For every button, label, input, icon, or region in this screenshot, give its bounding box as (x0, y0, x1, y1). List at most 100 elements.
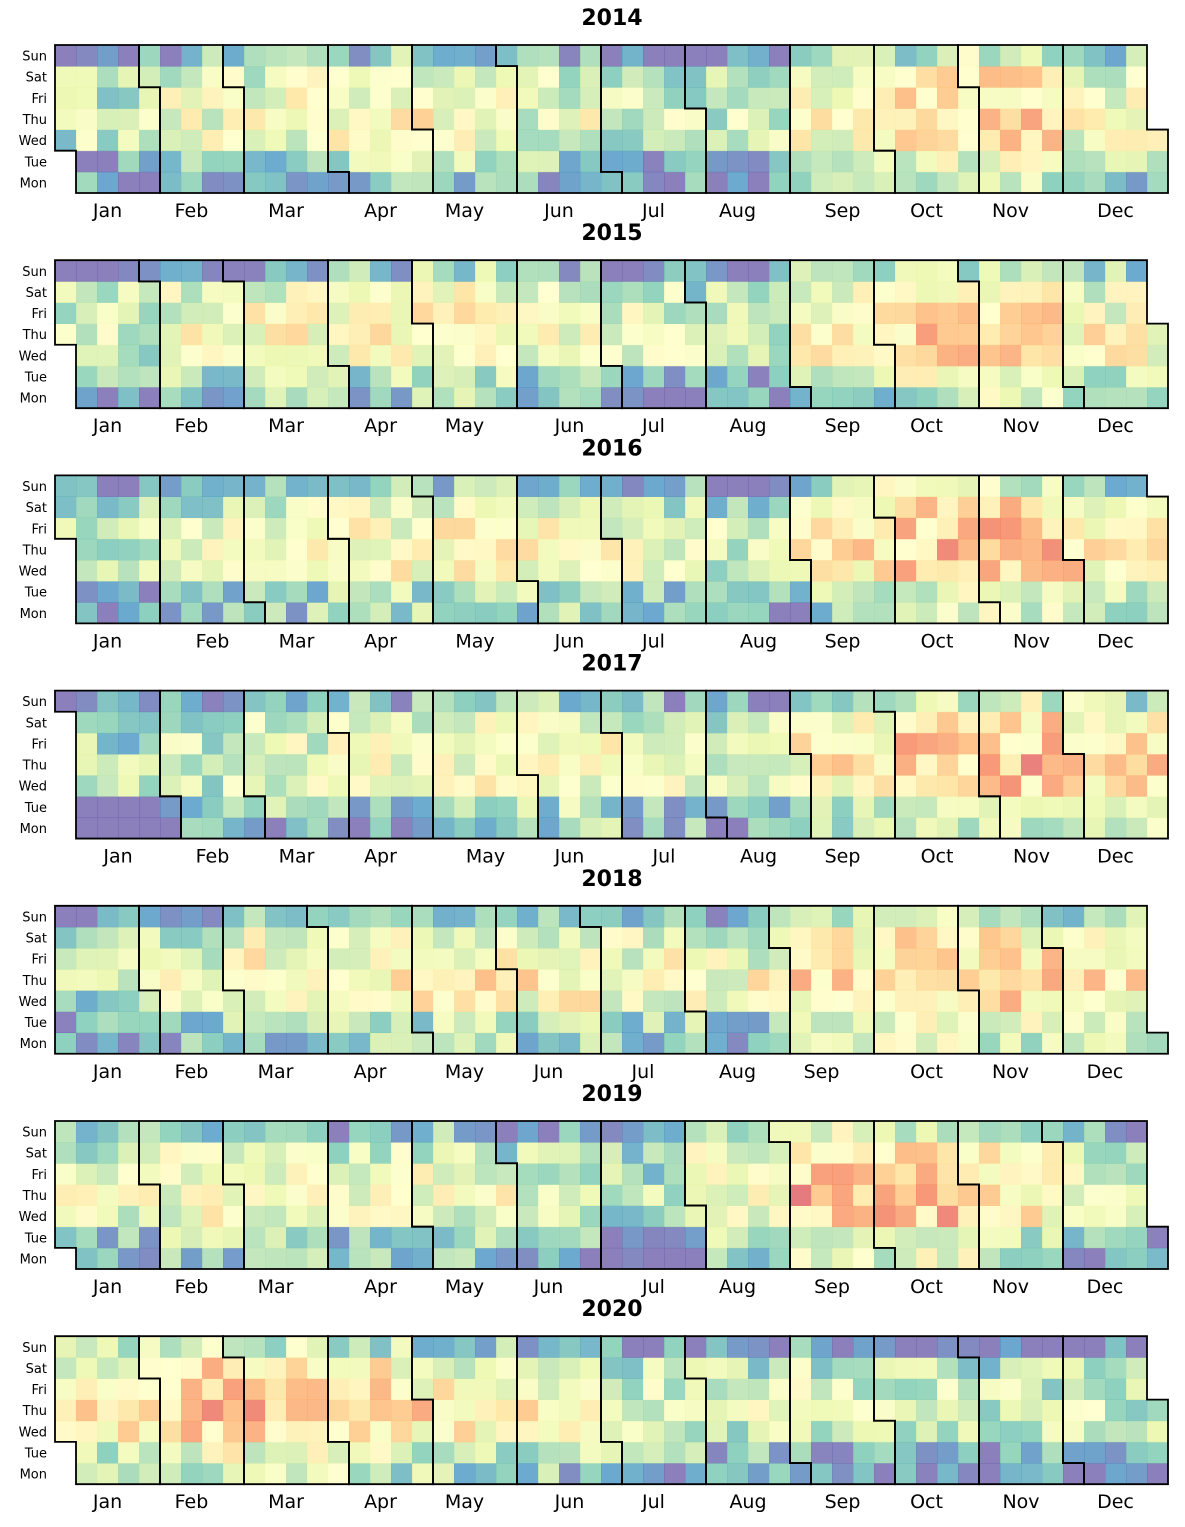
day-cell (118, 1357, 140, 1379)
day-cell (1063, 1184, 1085, 1206)
day-cell (202, 496, 224, 519)
day-cell (328, 926, 350, 949)
day-cell (958, 323, 980, 346)
day-cell (412, 171, 434, 194)
day-cell (958, 817, 980, 839)
month-label: Mar (279, 846, 315, 868)
day-cells (55, 905, 1169, 1055)
day-cell (916, 690, 938, 713)
day-cell (349, 171, 371, 194)
day-cell (601, 281, 623, 303)
day-cell (181, 1420, 203, 1443)
day-cell (538, 1184, 560, 1206)
day-cell (1105, 1142, 1127, 1164)
day-cell (160, 365, 182, 388)
day-cell (979, 690, 1001, 713)
day-cell (937, 817, 959, 839)
day-label: Tue (24, 1231, 47, 1246)
day-cell (202, 602, 224, 624)
day-cell (328, 1205, 350, 1228)
day-cell (895, 344, 917, 367)
day-label: Tue (24, 801, 47, 816)
day-cell (370, 1357, 392, 1379)
day-cell (685, 1184, 707, 1206)
day-cell (748, 1399, 770, 1422)
day-cell (1147, 754, 1169, 776)
month-label: May (445, 1491, 484, 1513)
day-cell (559, 1011, 581, 1034)
month-label: Aug (729, 1491, 766, 1513)
day-cell (1021, 302, 1043, 325)
day-cell (517, 87, 539, 109)
day-cell (643, 150, 665, 173)
day-cell (874, 1226, 896, 1249)
day-cell (97, 559, 119, 582)
day-cell (1126, 711, 1148, 734)
day-cell (874, 690, 896, 713)
day-cell (496, 1163, 518, 1185)
day-cell (706, 323, 728, 346)
day-cell (685, 1205, 707, 1228)
day-cell (55, 690, 77, 713)
day-cell (1147, 602, 1169, 624)
day-cell (181, 581, 203, 603)
day-cell (916, 581, 938, 603)
day-cell (979, 602, 1001, 624)
day-cell (664, 1378, 686, 1401)
day-cell (937, 1357, 959, 1379)
day-cell (601, 1205, 623, 1228)
day-cell (412, 775, 434, 797)
day-cell (685, 969, 707, 991)
day-cell (664, 559, 686, 582)
day-cell (1021, 948, 1043, 970)
day-cell (895, 602, 917, 624)
day-cell (307, 260, 329, 282)
day-cell (790, 129, 812, 152)
day-cell (412, 45, 434, 67)
day-cell (1105, 926, 1127, 949)
day-cell (55, 1226, 77, 1249)
day-cell (958, 1184, 980, 1206)
day-cell (349, 150, 371, 173)
day-cell (139, 365, 161, 388)
day-cell (97, 1247, 119, 1270)
month-outline (411, 259, 518, 410)
day-label: Wed (19, 1425, 47, 1440)
day-cell (895, 475, 917, 497)
day-cell (265, 732, 287, 755)
day-cell (1105, 581, 1127, 603)
day-cell (958, 517, 980, 540)
day-cell (1042, 990, 1064, 1012)
day-cell (1126, 129, 1148, 152)
day-cell (601, 775, 623, 797)
day-cell (664, 1336, 686, 1358)
day-cell (286, 150, 308, 173)
day-cell (895, 1357, 917, 1379)
day-cell (643, 1357, 665, 1379)
day-cell (517, 129, 539, 152)
day-cell (1126, 387, 1148, 409)
day-cell (748, 581, 770, 603)
day-cell (790, 1420, 812, 1443)
day-cell (118, 496, 140, 519)
day-cell (517, 1032, 539, 1055)
day-cell (118, 1142, 140, 1164)
day-cell (97, 260, 119, 282)
day-cells (55, 690, 1169, 839)
day-cell (1063, 1336, 1085, 1358)
day-cell (517, 66, 539, 88)
day-cell (790, 323, 812, 346)
day-cell (748, 87, 770, 109)
day-cell (1063, 926, 1085, 949)
day-cell (349, 87, 371, 109)
day-cell (874, 87, 896, 109)
day-cell (433, 1142, 455, 1164)
day-cell (664, 1032, 686, 1055)
day-cell (1042, 66, 1064, 88)
day-cell (1021, 926, 1043, 949)
day-cell (223, 1184, 245, 1206)
day-cell (328, 260, 350, 282)
day-cell (748, 1032, 770, 1055)
day-cell (475, 948, 497, 970)
